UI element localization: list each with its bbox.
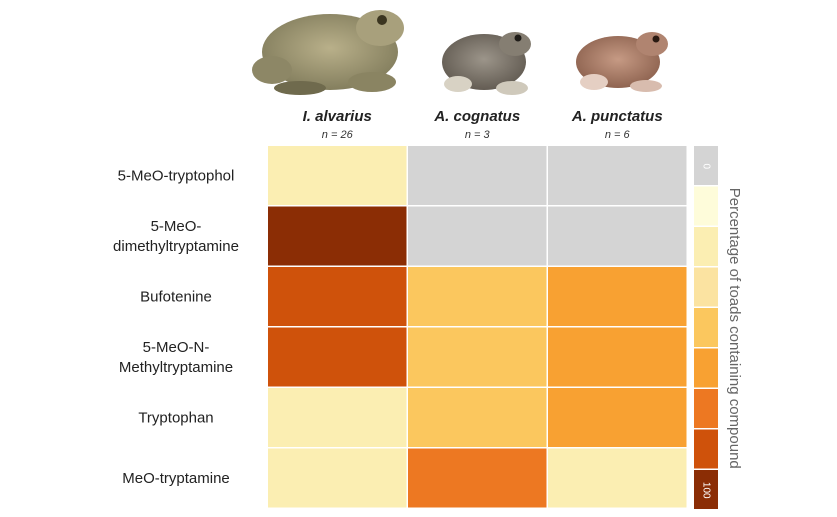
- colorbar-segment: [694, 267, 718, 307]
- heatmap-cell: [548, 388, 687, 447]
- heatmap-cell: [408, 327, 547, 387]
- heatmap-cell: [268, 327, 407, 387]
- column-label: I. alvarius: [303, 108, 372, 125]
- heatmap-cell: [408, 448, 547, 508]
- colorbar-segment: [694, 308, 718, 347]
- sample-size-label: n = 6: [605, 129, 631, 141]
- heatmap-cell: [548, 327, 687, 387]
- row-label: dimethyltryptamine: [113, 238, 239, 255]
- heatmap-cell: [548, 448, 687, 508]
- heatmap-cell: [408, 267, 547, 326]
- sample-size-label: n = 26: [322, 129, 354, 141]
- column-label: A. punctatus: [571, 108, 663, 125]
- heatmap-cell: [408, 146, 547, 205]
- toad-image-punctatus: [576, 32, 668, 92]
- colorbar-segment: [694, 429, 718, 469]
- toad-image-alvarius: [252, 10, 404, 95]
- column-label: A. cognatus: [433, 108, 520, 125]
- row-label: Tryptophan: [138, 410, 213, 427]
- heatmap-cell: [268, 146, 407, 205]
- heatmap-cell: [548, 206, 687, 266]
- colorbar-segment: [694, 186, 718, 226]
- colorbar-title: Percentage of toads containing compound: [726, 188, 743, 469]
- heatmap-cell: [408, 206, 547, 266]
- row-label: Methyltryptamine: [119, 359, 233, 376]
- row-label: MeO-tryptamine: [122, 470, 230, 487]
- colorbar-max-label: 100: [700, 482, 711, 499]
- colorbar-segment: [694, 348, 718, 388]
- heatmap-cell: [268, 388, 407, 447]
- heatmap-cell: [268, 448, 407, 508]
- colorbar-segment: [694, 227, 718, 266]
- row-label: 5-MeO-N-: [143, 339, 210, 356]
- row-label: 5-MeO-: [151, 218, 202, 235]
- heatmap-cell: [268, 206, 407, 266]
- heatmap-cell: [268, 267, 407, 326]
- sample-size-label: n = 3: [465, 129, 491, 141]
- heatmap-cell: [548, 146, 687, 205]
- colorbar-min-label: 0: [700, 163, 711, 169]
- heatmap-cell: [548, 267, 687, 326]
- row-label: Bufotenine: [140, 289, 212, 306]
- colorbar-segment: [694, 146, 718, 185]
- colorbar-segment: [694, 389, 718, 428]
- row-label: 5-MeO-tryptophol: [118, 168, 235, 185]
- toad-image-cognatus: [442, 32, 531, 95]
- colorbar-segment: [694, 470, 718, 509]
- heatmap-cell: [408, 388, 547, 447]
